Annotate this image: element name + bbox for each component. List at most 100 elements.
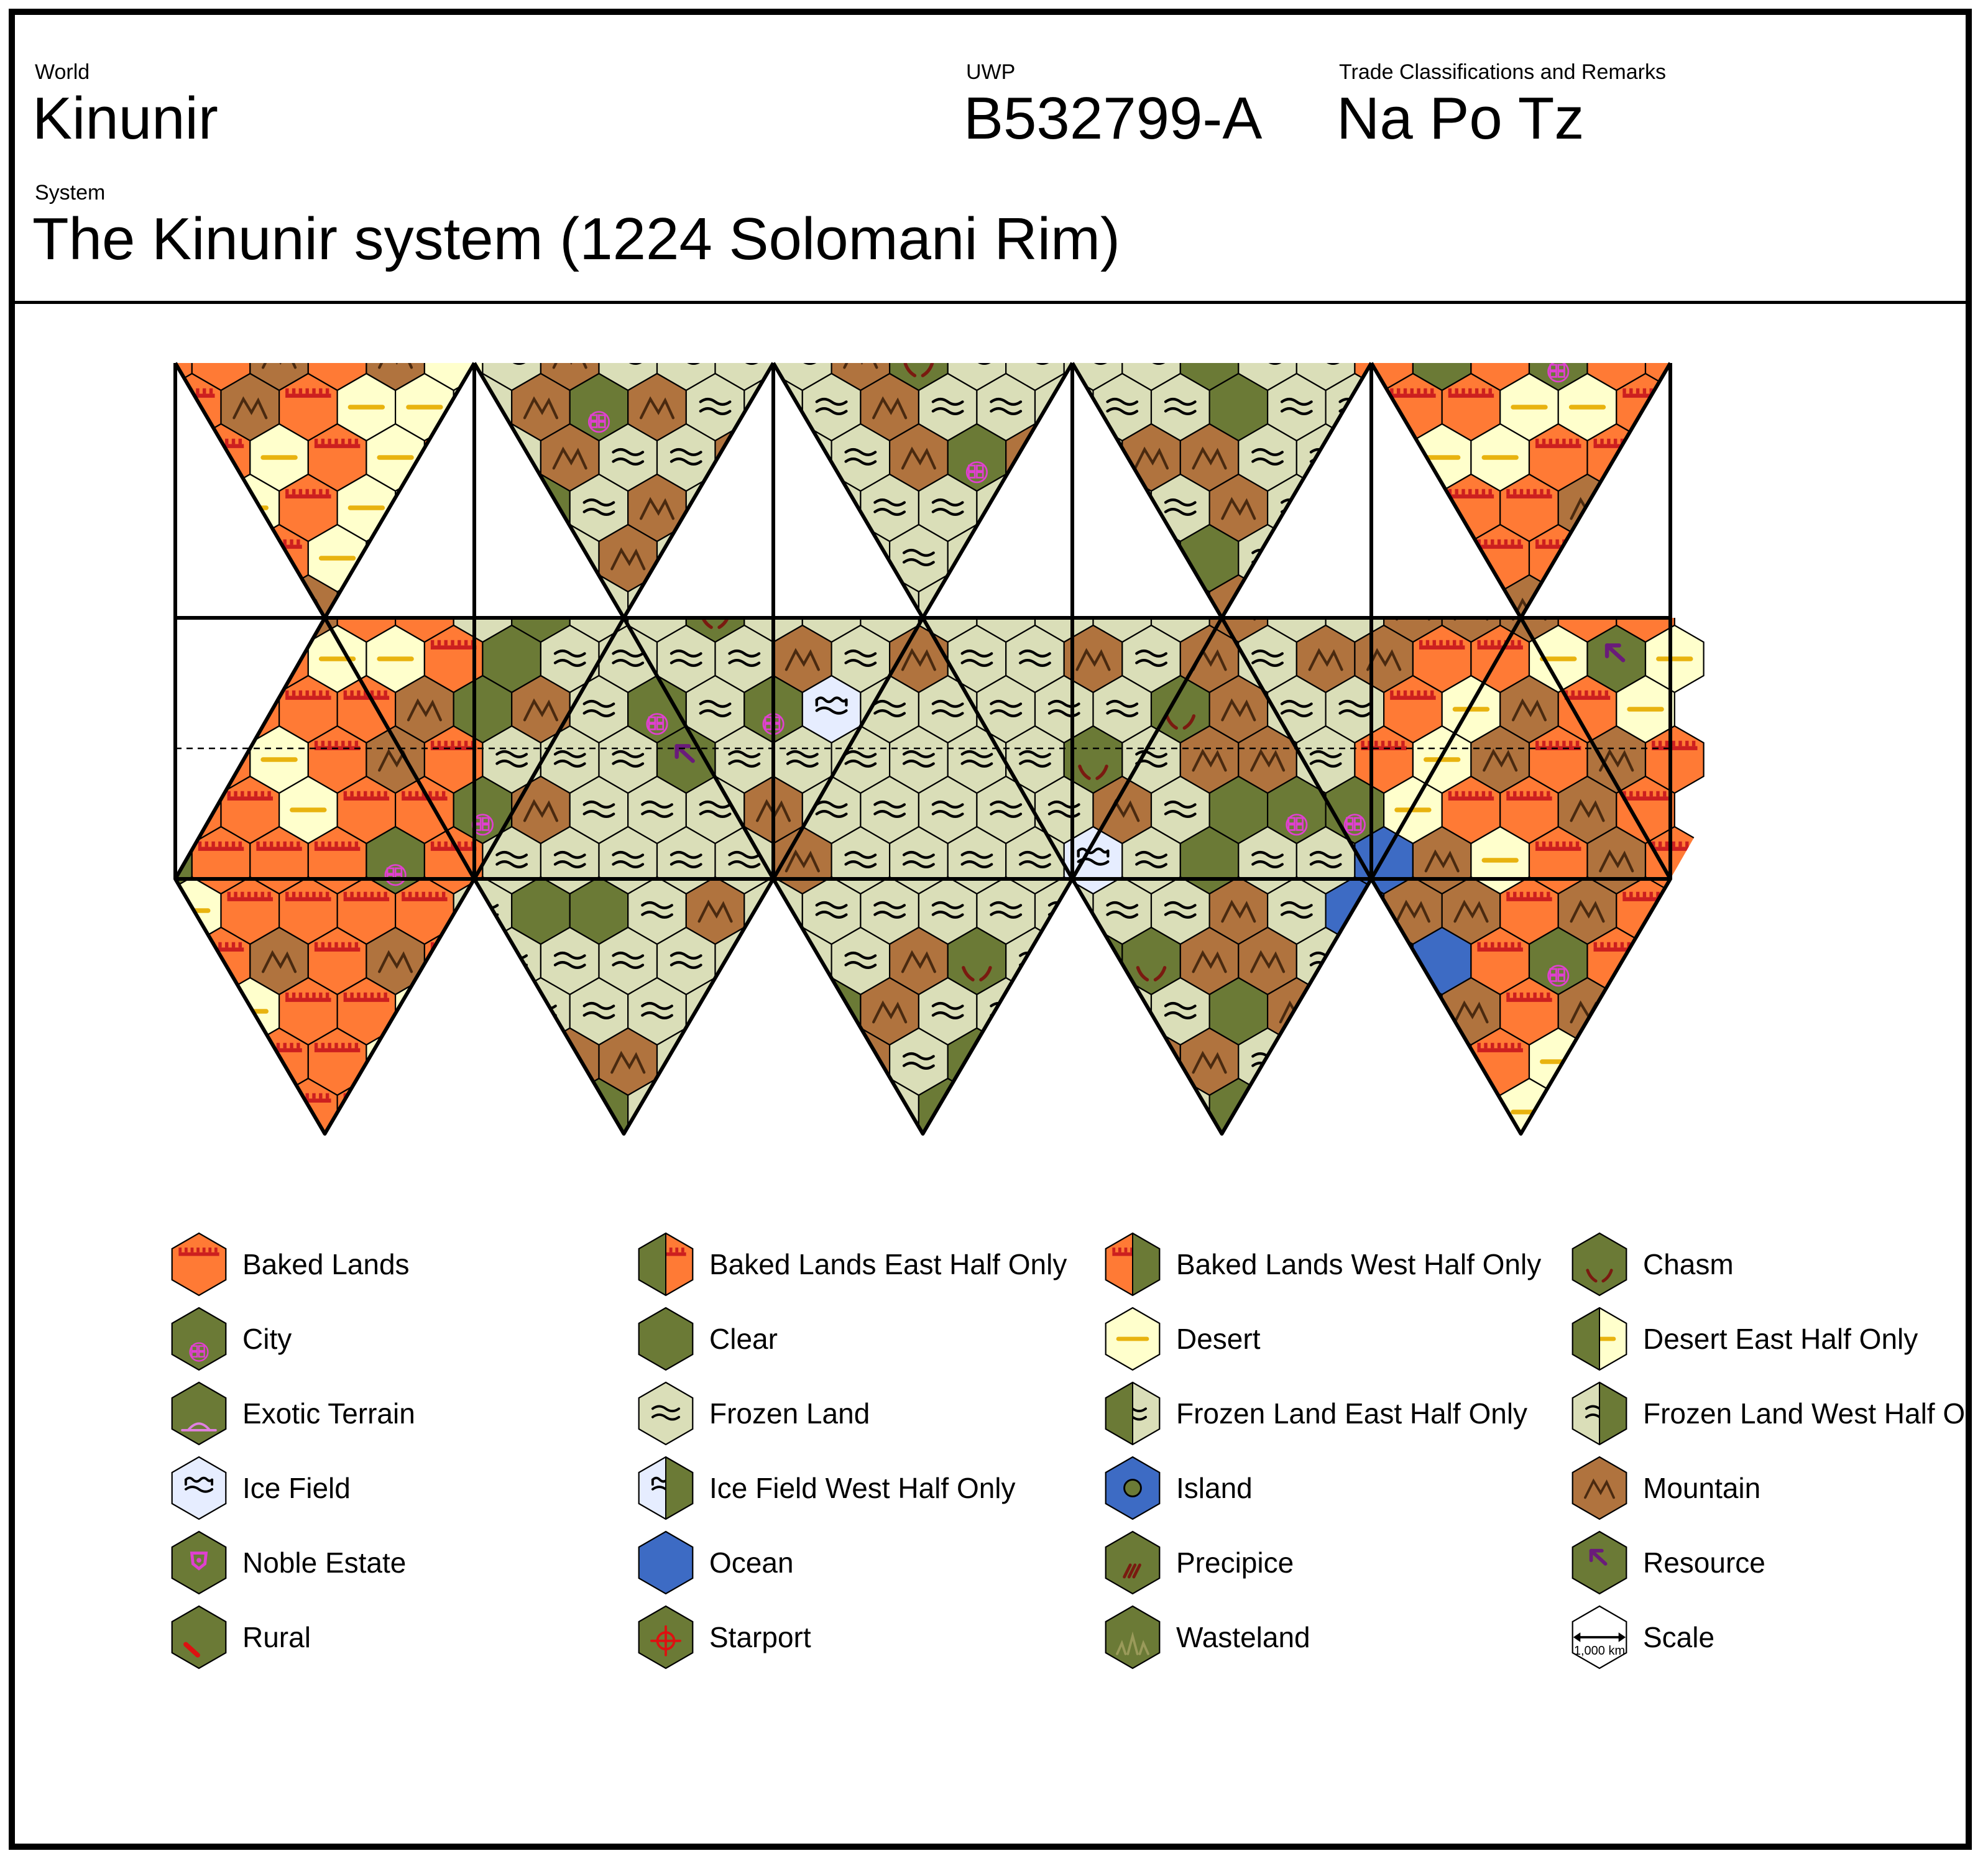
map-hex [175,674,222,744]
map-hex [175,1027,193,1096]
map-hex [831,725,891,794]
legend-item: Baked Lands [167,1232,639,1297]
map-hex [191,624,251,694]
net-edge [472,617,775,1136]
map-hex [249,1128,309,1134]
legend-label: Ice Field West Half Only [709,1472,1016,1504]
map-hex [1557,1077,1618,1134]
legend-item: Frozen Land East Half Only [1100,1381,1573,1446]
legend-label: Rural [242,1621,311,1653]
legend-item: 1,000 km Scale [1567,1605,1966,1670]
legend-label: Island [1176,1472,1253,1504]
map-hex [772,1027,832,1096]
map-hex [1412,1027,1472,1096]
map-hex [1238,1128,1297,1134]
map-hex [1499,876,1559,945]
map-hex [1586,1128,1647,1134]
map-hex [1295,1128,1356,1134]
map-hex [175,473,222,543]
starport-icon [638,1605,694,1670]
map-hex [801,876,862,945]
map-hex [482,523,542,593]
map-hex [220,1077,280,1134]
ice-field-icon [171,1456,227,1520]
legend-item: Ocean [633,1530,1106,1595]
map-hex [1325,1077,1385,1134]
map-hex [1295,523,1356,593]
map-hex [175,423,193,492]
map-hex [1063,1027,1123,1096]
legend-item: Desert East Half Only [1567,1307,1966,1371]
legend-label: Desert East Half Only [1643,1323,1918,1355]
map-hex [888,926,949,996]
legend-item: Resource [1567,1530,1966,1595]
map-hex [1034,1077,1094,1134]
frozen-land-east-icon [1105,1381,1161,1446]
island-icon [1105,1456,1161,1520]
map-hex [976,1077,1036,1134]
map-hex [947,926,1007,996]
map-hex [1441,876,1501,945]
map-hex [191,1027,251,1096]
legend-item: Mountain [1567,1456,1966,1520]
map-hex [175,1128,193,1134]
map-hex [1616,473,1675,543]
scale-icon: 1,000 km [1572,1605,1627,1670]
map-hex [423,1128,484,1134]
map-hex [831,1128,891,1134]
legend-item: Frozen Land West Half Only [1567,1381,1972,1446]
map-hex [1354,423,1414,492]
legend-label: Exotic Terrain [242,1397,415,1430]
legend-item: Clear [633,1307,1106,1371]
map-hex [1441,1077,1501,1134]
map-hex [453,473,513,543]
frozen-land-west-icon [1572,1381,1627,1446]
legend-label: Frozen Land [709,1397,870,1430]
legend-item: Starport [633,1605,1106,1670]
map-hex [1412,1128,1472,1134]
map-hex [453,1077,513,1134]
legend-label: Ice Field [242,1472,351,1504]
terrain-legend: Baked Lands Baked Lands East Half Only Bak… [15,15,1972,1844]
map-hex [947,725,1007,794]
legend-label: Frozen Land West Half Only [1643,1397,1972,1430]
map-hex [1150,372,1210,442]
map-hex [1354,523,1414,593]
legend-label: Ocean [709,1546,794,1579]
map-hex [656,1128,716,1134]
triangle-grid-lines [173,362,1672,1136]
map-hex [175,976,222,1046]
net-edge [1070,617,1373,1136]
map-hex [511,1077,571,1134]
ice-field-west-icon [638,1456,694,1520]
map-hex [947,1128,1007,1134]
map-hex [1644,423,1705,492]
map-hex [220,574,280,643]
wasteland-icon [1105,1605,1161,1670]
world-map-sheet: World Kinunir UWP B532799-A Trade Classi… [9,9,1972,1850]
legend-label: Baked Lands East Half Only [709,1248,1067,1280]
map-hex [801,1077,862,1134]
net-edge [771,617,1074,1136]
map-hex [175,926,193,996]
map-hex [1005,1128,1065,1134]
legend-label: Clear [709,1323,778,1355]
map-hex [1528,1128,1588,1134]
map-hex [714,523,775,593]
legend-item: Frozen Land [633,1381,1106,1446]
map-hex [1325,976,1385,1046]
map-hex [1034,473,1094,543]
map-hex [482,1027,542,1096]
map-hex [1354,1128,1414,1134]
legend-label: Chasm [1643,1248,1734,1280]
map-hex [1616,976,1675,1046]
exotic-terrain-icon [171,1381,227,1446]
map-hex [1644,926,1705,996]
legend-label: Starport [709,1621,811,1653]
legend-label: Precipice [1176,1546,1294,1579]
map-hex [1034,775,1094,845]
map-hex [175,523,193,593]
legend-item: Exotic Terrain [167,1381,639,1446]
legend-item: Island [1100,1456,1573,1520]
desert-icon [1105,1307,1161,1371]
